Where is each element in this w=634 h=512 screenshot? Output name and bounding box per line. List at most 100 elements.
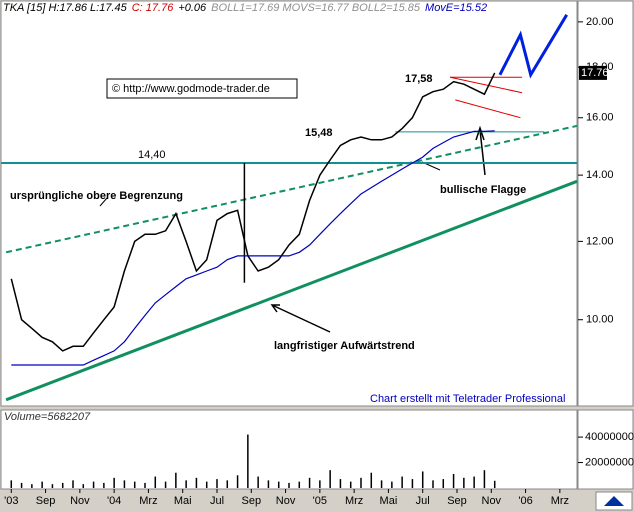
x-tick-label: '06 (518, 495, 532, 507)
url-box (106, 78, 298, 99)
volume-bar (463, 477, 465, 488)
x-tick-label: Jul (416, 495, 430, 507)
volume-bar (82, 484, 85, 488)
x-tick-label: Nov (276, 495, 296, 507)
last-price-box (579, 65, 607, 80)
volume-bar (421, 471, 424, 488)
volume-bar (267, 480, 270, 488)
y-tick-label: 40000000 (585, 431, 634, 443)
x-tick-label: Jul (210, 495, 224, 507)
volume-title: Volume=5682207 (4, 411, 91, 423)
volume-bar (277, 481, 280, 488)
x-tick-label: Sep (447, 495, 467, 507)
annotation-line (5, 124, 578, 254)
series-line (11, 130, 495, 366)
volume-bar (216, 479, 218, 488)
volume-bar (257, 476, 259, 488)
corner-icon (604, 496, 624, 506)
last-price-label: 17.76 (581, 67, 609, 79)
volume-bar (493, 480, 496, 488)
volume-bar (164, 481, 167, 488)
header-item: BOLL1=17.69 MOVS=16.77 BOLL2=15.85 (211, 2, 421, 14)
volume-bar (370, 472, 373, 488)
x-tick-label: Mrz (551, 495, 569, 507)
y-tick-label: 12.00 (586, 235, 614, 247)
annotation: Chart erstellt mit Teletrader Profession… (370, 393, 565, 405)
volume-bar (133, 481, 136, 488)
volume-bar (411, 479, 414, 488)
volume-bar (432, 480, 434, 488)
volume-bar (123, 480, 126, 488)
header-item: +0.06 (178, 2, 207, 14)
annotation: langfristiger Aufwärtstrend (274, 340, 415, 352)
y-tick-label: 20000000 (585, 456, 634, 468)
x-tick-label: '03 (4, 495, 18, 507)
x-tick-label: Mrz (139, 495, 157, 507)
annotation: 15,48 (305, 127, 333, 139)
arrow (270, 304, 331, 333)
volume-bar (195, 477, 198, 488)
annotation-line (449, 76, 523, 94)
annotation: bullische Flagge (440, 184, 526, 196)
volume-bar (226, 480, 229, 488)
y-tick-label: 16.00 (586, 112, 614, 124)
volume-bar (185, 480, 187, 488)
volume-bar (288, 482, 290, 488)
price-panel (0, 0, 578, 407)
annotation: ursprüngliche obere Begrenzung (10, 190, 183, 202)
annotation: 17,58 (405, 73, 433, 85)
volume-bar (483, 470, 486, 488)
volume-bar (154, 476, 157, 488)
x-tick-label: Sep (36, 495, 56, 507)
x-tick-label: '04 (107, 495, 121, 507)
y-tick-label: 20.00 (586, 16, 614, 28)
volume-bar (92, 481, 95, 488)
volume-bar (298, 481, 301, 488)
series-line (10, 72, 496, 352)
arrow (475, 125, 486, 176)
volume-bar (442, 479, 445, 488)
x-tick-label: Mai (174, 495, 192, 507)
x-tick-label: Sep (241, 495, 261, 507)
volume-bar (61, 482, 64, 488)
x-tick-label: '05 (313, 495, 327, 507)
volume-bar (10, 480, 13, 488)
volume-bar (308, 477, 311, 488)
volume-bar (20, 482, 23, 488)
volume-bar (247, 434, 249, 488)
volume-bar (360, 477, 362, 488)
volume-bar (41, 481, 43, 488)
header: TKA [15] H:17.86 L:17.45 C: 17.76 +0.06 BOL… (3, 2, 487, 14)
volume-bar (380, 480, 383, 488)
volume-bar (31, 484, 33, 488)
annotation: 14,40 (138, 149, 166, 161)
volume-bar (391, 481, 393, 488)
volume-bar (329, 470, 331, 488)
x-tick-label: Mai (380, 495, 398, 507)
volume-bar (339, 479, 342, 488)
volume-bar (473, 476, 475, 488)
volume-bar (113, 477, 115, 488)
x-tick-label: Nov (70, 495, 90, 507)
annotation-line (5, 179, 578, 402)
annotation-line (498, 14, 568, 79)
volume-bar (51, 484, 54, 488)
volume-bar (452, 474, 455, 488)
annotation: © http://www.godmode-trader.de (112, 83, 270, 95)
volume-axis-panel (577, 409, 634, 490)
volume-bar (144, 482, 146, 488)
volume-bar (401, 476, 403, 488)
volume-bar (175, 472, 177, 488)
header-item: TKA [15] H:17.86 L:17.45 (3, 2, 128, 14)
volume-bar (319, 480, 321, 488)
y-tick-label: 14.00 (586, 169, 614, 181)
volume-panel (0, 409, 578, 490)
annotation-line (455, 99, 521, 119)
header-item: MovE=15.52 (425, 2, 487, 14)
x-tick-label: Mrz (345, 495, 363, 507)
volume-bar (103, 482, 105, 488)
x-tick-label: Nov (482, 495, 502, 507)
volume-bar (72, 480, 74, 488)
y-tick-label: 10.00 (586, 314, 614, 326)
